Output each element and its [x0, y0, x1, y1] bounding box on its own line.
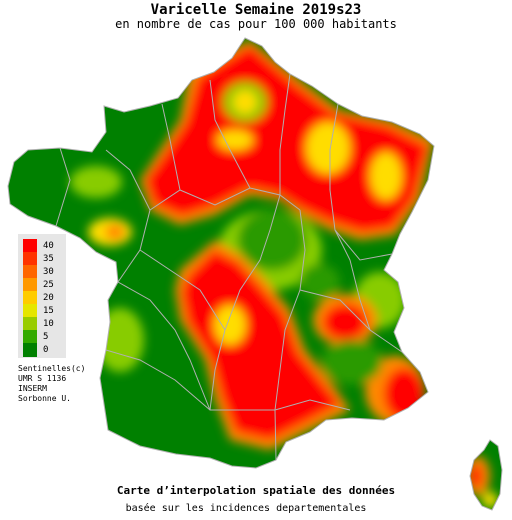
legend-label: 40 — [43, 241, 54, 251]
legend-item: 5 — [23, 330, 65, 344]
legend-swatch — [23, 239, 37, 253]
legend-label: 15 — [43, 306, 54, 316]
credit-line: Sentinelles(c) — [18, 364, 86, 373]
legend-swatch — [23, 291, 37, 305]
legend-item: 40 — [23, 239, 65, 253]
legend-swatch — [23, 330, 37, 344]
footer-caption: Carte d’interpolation spatiale des donné… — [116, 484, 396, 497]
legend-swatch — [23, 278, 37, 292]
legend-item: 25 — [23, 278, 65, 292]
credits: Sentinelles(c) UMR S 1136 INSERM Sorbonn… — [18, 364, 85, 404]
legend-label: 0 — [43, 345, 49, 355]
footer-subcaption: basée sur les incidences departementales — [125, 503, 367, 514]
map-title: Varicelle Semaine 2019s23 — [150, 2, 362, 18]
legend-item: 15 — [23, 304, 65, 318]
color-legend: 40 35 30 25 20 15 10 5 0 — [18, 234, 66, 358]
legend-item: 35 — [23, 252, 65, 266]
map-subtitle: en nombre de cas pour 100 000 habitants — [115, 17, 397, 31]
legend-swatch — [23, 317, 37, 331]
legend-swatch — [23, 265, 37, 279]
legend-label: 30 — [43, 267, 54, 277]
legend-label: 35 — [43, 254, 54, 264]
legend-item: 20 — [23, 291, 65, 305]
legend-label: 5 — [43, 332, 49, 342]
credit-line: Sorbonne U. — [18, 394, 71, 403]
legend-swatch — [23, 304, 37, 318]
mainland-surface — [8, 38, 434, 468]
legend-item: 0 — [23, 343, 65, 357]
credit-line: UMR S 1136 — [18, 374, 67, 383]
legend-swatch — [23, 343, 37, 357]
credit-line: INSERM — [18, 384, 47, 393]
legend-item: 10 — [23, 317, 65, 331]
legend-label: 20 — [43, 293, 54, 303]
france-outline — [7, 37, 435, 469]
legend-item: 30 — [23, 265, 65, 279]
legend-label: 25 — [43, 280, 54, 290]
legend-swatch — [23, 252, 37, 266]
legend-label: 10 — [43, 319, 54, 329]
